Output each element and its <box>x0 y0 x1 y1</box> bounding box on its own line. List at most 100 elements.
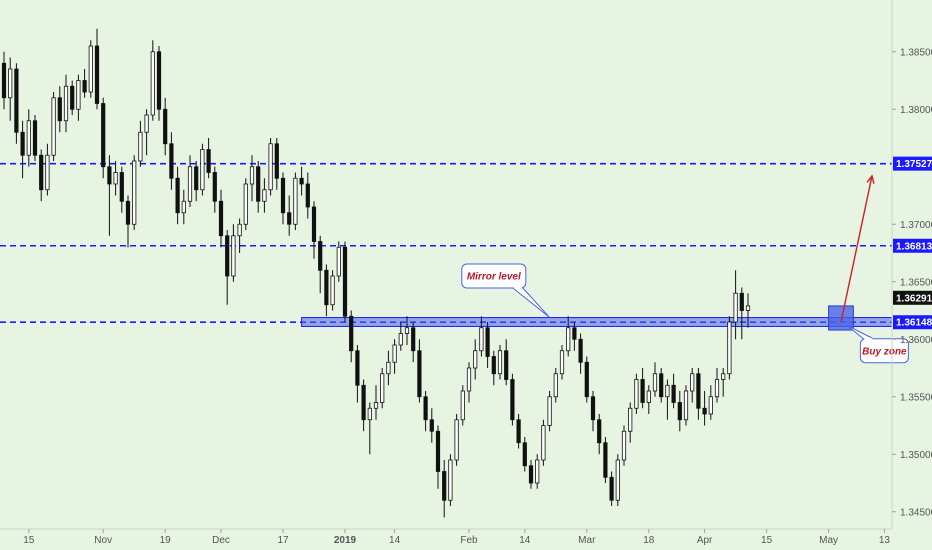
candle-bear <box>305 183 310 208</box>
candle-bull <box>231 235 236 277</box>
candle-bear <box>417 350 422 398</box>
candle-bull <box>262 189 267 202</box>
time-tick-label: Mar <box>578 535 596 546</box>
candle-bear <box>125 200 131 225</box>
candle-bull <box>45 154 50 191</box>
candle-bear <box>218 200 224 237</box>
candle-bull <box>541 425 546 461</box>
candle-bear <box>206 149 211 173</box>
candle-bull <box>466 367 472 392</box>
candle-bear <box>287 212 292 225</box>
candle-bear <box>82 80 87 93</box>
candle-bear <box>119 172 124 202</box>
candle-bull <box>293 177 298 225</box>
candle-bear <box>107 166 112 185</box>
level-tag-bg-3 <box>893 315 932 330</box>
candles <box>1 28 751 518</box>
candle-bull <box>392 344 397 363</box>
price-tick-label: 1.34500 <box>900 507 932 518</box>
candle-bear <box>584 361 589 398</box>
candle-bear <box>516 419 521 444</box>
candle-bull <box>144 114 149 133</box>
level-tag-label-1: 1.37527 <box>896 159 932 170</box>
candle-bear <box>169 143 174 179</box>
candle-bull <box>652 373 658 392</box>
candle-bull <box>367 407 372 421</box>
time-tick-label: 18 <box>643 535 655 546</box>
candle-bull <box>721 373 726 380</box>
candle-bear <box>572 327 577 340</box>
candle-bull <box>535 459 540 484</box>
price-tick-label: 1.38000 <box>900 105 932 116</box>
candle-bear <box>590 396 596 421</box>
candle-bear <box>504 350 509 380</box>
time-tick-label: May <box>819 535 838 546</box>
candle-bear <box>640 379 645 403</box>
candle-bear <box>101 103 106 168</box>
candle-bull <box>150 51 155 116</box>
candle-bear <box>578 338 583 363</box>
candle-bear <box>659 373 664 398</box>
mirror-callout-label: Mirror level <box>467 272 521 283</box>
candle-bull <box>628 407 633 432</box>
candle-bear <box>603 442 608 478</box>
candle-bear <box>361 384 366 421</box>
candle-bear <box>411 327 416 352</box>
candle-bear <box>342 246 348 317</box>
candle-bull <box>76 80 81 110</box>
candle-bear <box>70 85 75 110</box>
candle-bear <box>256 166 261 202</box>
mirror-callout-pointer <box>512 287 550 318</box>
buy-callout-box <box>859 338 909 364</box>
candle-bull <box>683 390 689 421</box>
price-axis[interactable]: 1.38500 1.38000 1.37000 1.36500 1.36000 1.355… <box>892 47 932 518</box>
time-tick-label: Dec <box>212 535 230 546</box>
candle-bull <box>553 373 558 398</box>
time-tick-label: 14 <box>519 535 531 546</box>
candle-bear <box>423 396 428 421</box>
candle-bear <box>194 166 199 191</box>
price-tick-label: 1.35000 <box>900 450 932 461</box>
mirror-level-zone <box>301 317 893 327</box>
candle-bear <box>696 373 701 409</box>
candle-bear <box>324 269 329 306</box>
candle-bull <box>566 327 571 352</box>
candle-bull <box>646 390 651 403</box>
candle-bear <box>510 379 515 421</box>
candle-bear <box>274 143 279 179</box>
candle-bull <box>398 333 403 346</box>
time-tick-label: 15 <box>23 535 35 546</box>
candle-bear <box>39 154 44 191</box>
candle-bull <box>380 373 385 403</box>
candle-bull <box>714 379 720 398</box>
candle-bear <box>485 327 490 357</box>
candle-bull <box>559 350 565 375</box>
buy-callout-label: Buy zone <box>862 346 907 357</box>
candle-bull <box>615 459 620 501</box>
candle-bull <box>249 166 255 185</box>
candle-bear <box>163 108 168 145</box>
candle-bear <box>429 419 434 432</box>
level-tag-label-2: 1.36813 <box>896 241 932 252</box>
candle-bull <box>727 321 732 375</box>
candle-bear <box>156 51 162 110</box>
buy-callout-pointer <box>846 325 874 340</box>
candle-bear <box>355 350 360 386</box>
candle-bull <box>448 459 453 501</box>
candle-bear <box>739 292 744 311</box>
zones <box>301 317 893 327</box>
candle-bull <box>113 172 118 185</box>
time-tick-label: 19 <box>160 535 172 546</box>
candle-bear <box>318 241 323 271</box>
price-tags: 1.37527 1.36813 1.36148 1.36291 <box>893 156 932 330</box>
candle-bull <box>460 390 465 421</box>
candle-bull <box>200 149 205 191</box>
candle-bear <box>702 407 707 415</box>
candle-bull <box>237 223 242 237</box>
target-arrow-head <box>866 174 875 184</box>
time-axis[interactable]: 15 Nov 19 Dec 17 2019 14 Feb 14 Mar 18 Apr 15 May 13 <box>23 529 890 546</box>
candle-bull <box>454 419 459 461</box>
candle-bull <box>621 430 627 461</box>
